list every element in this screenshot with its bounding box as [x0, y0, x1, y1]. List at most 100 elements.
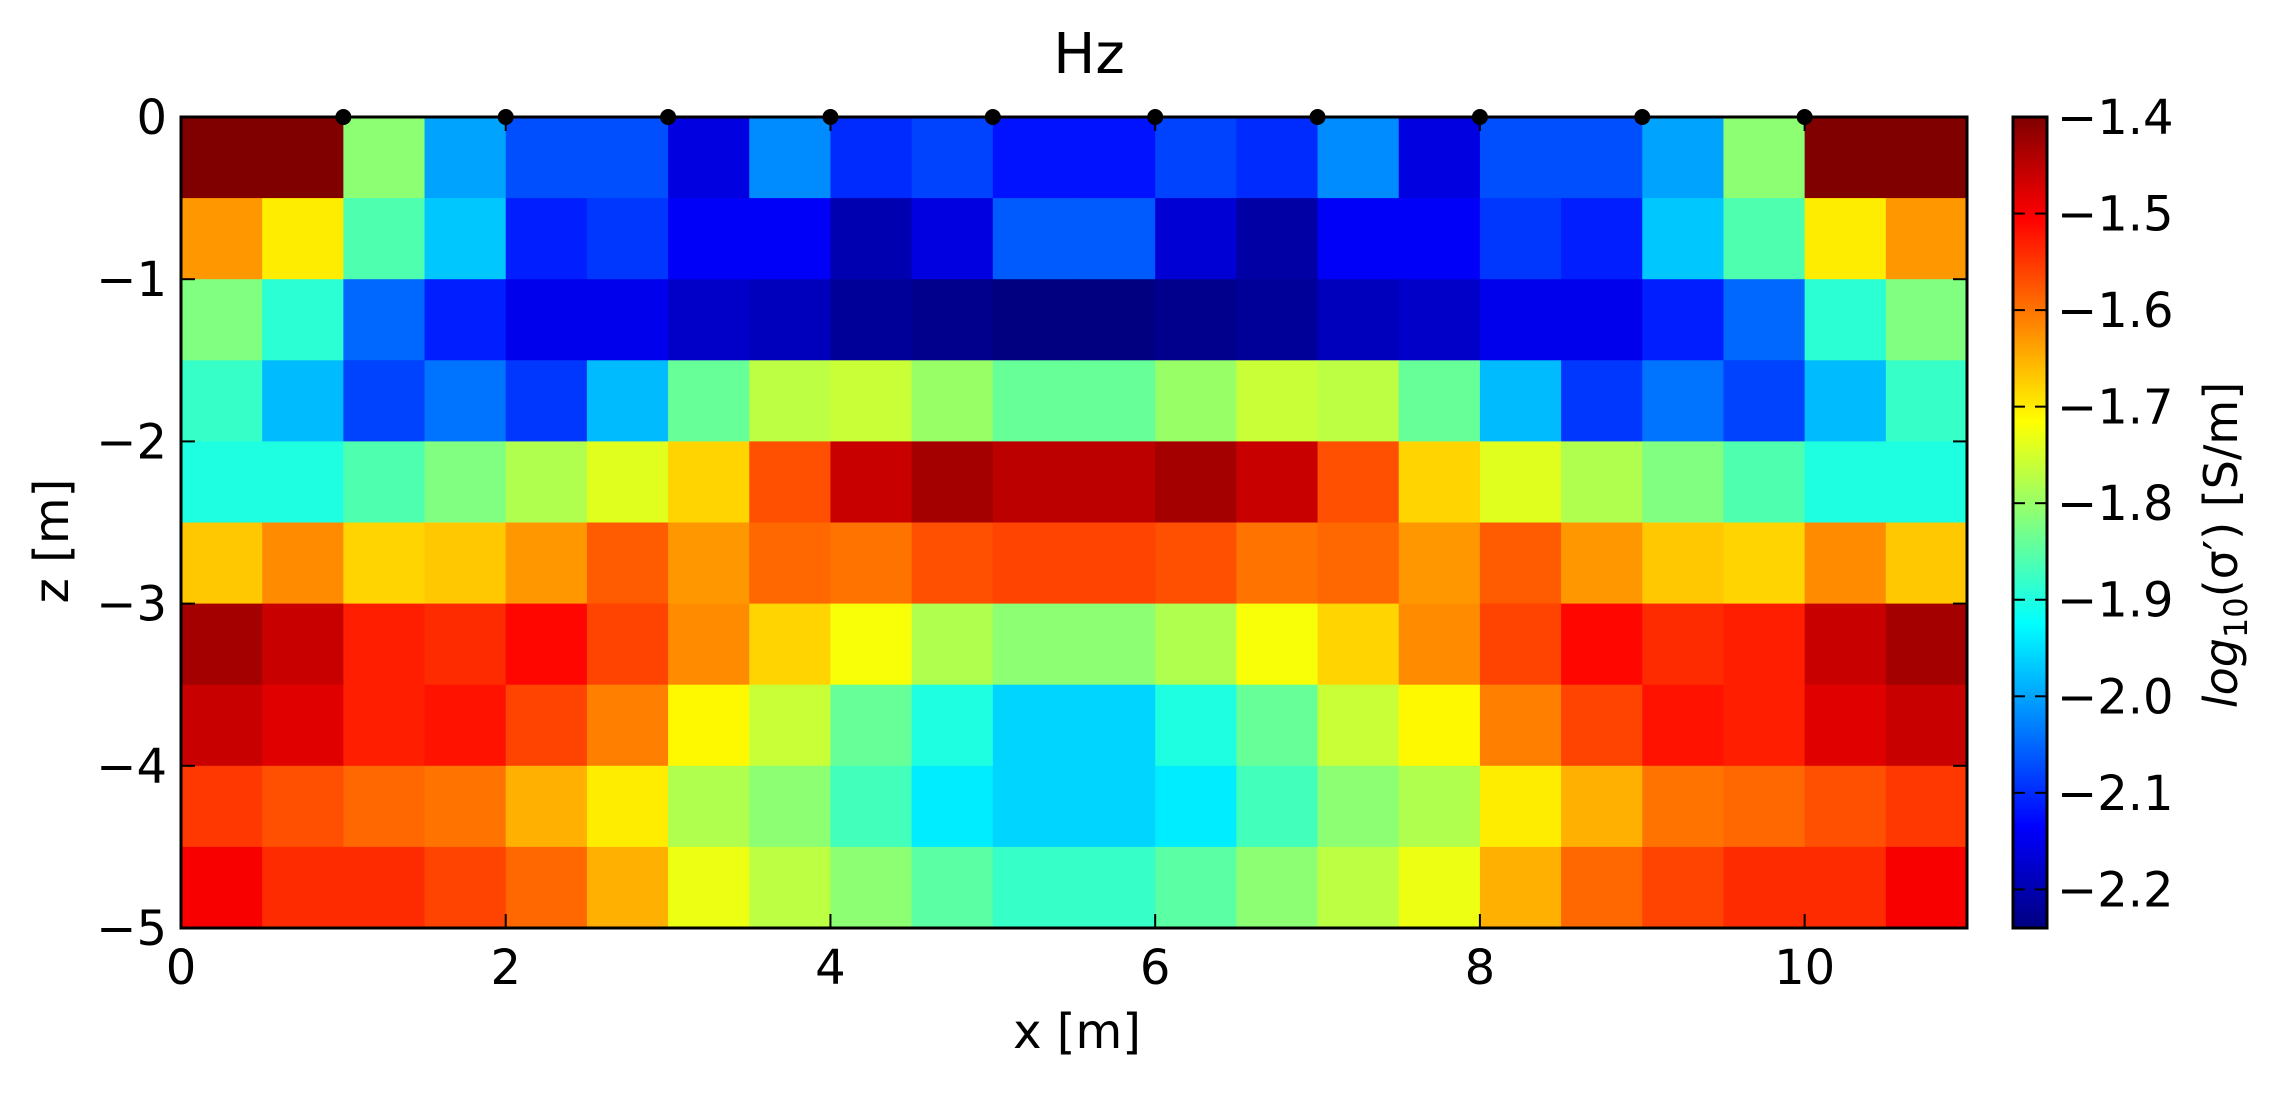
heatmap-cell	[587, 766, 669, 848]
heatmap-cell	[1480, 523, 1562, 605]
heatmap-cell	[1074, 279, 1156, 361]
colorbar-label: log10(σ′) [S/m]	[2194, 382, 2255, 708]
heatmap-cell	[1155, 685, 1237, 767]
heatmap-cell	[912, 441, 994, 523]
heatmap-cell	[343, 766, 425, 848]
heatmap-cell	[668, 847, 750, 929]
heatmap-cell	[1399, 604, 1481, 686]
heatmap-cell	[830, 523, 912, 605]
heatmap-cell	[1480, 604, 1562, 686]
heatmap-cell	[506, 279, 588, 361]
heatmap-cell	[1805, 847, 1887, 929]
heatmap-cell	[668, 604, 750, 686]
y-axis-title: z [m]	[24, 479, 80, 604]
heatmap-cell	[587, 847, 669, 929]
heatmap-cell	[1723, 523, 1805, 605]
heatmap-cells	[181, 117, 1968, 929]
colorbar-tick-label: −2.2	[2057, 862, 2174, 918]
heatmap-cell	[993, 847, 1075, 929]
heatmap-cell	[1886, 441, 1968, 523]
heatmap-cell	[262, 523, 344, 605]
heatmap-cell	[749, 279, 831, 361]
heatmap-cell	[1318, 604, 1400, 686]
heatmap-cell	[1318, 441, 1400, 523]
y-tick-label: −4	[96, 739, 167, 795]
heatmap-cell	[912, 766, 994, 848]
heatmap-cell	[181, 360, 263, 442]
heatmap-cell	[1236, 604, 1318, 686]
heatmap-cell	[262, 766, 344, 848]
heatmap-cell	[1642, 198, 1724, 280]
heatmap-cell	[1236, 117, 1318, 199]
heatmap-cell	[1642, 766, 1724, 848]
heatmap-cell	[993, 523, 1075, 605]
heatmap-cell	[1561, 441, 1643, 523]
heatmap-cell	[425, 360, 507, 442]
heatmap-cell	[1805, 198, 1887, 280]
colorbar-label-units: [S/m]	[2194, 382, 2248, 522]
heatmap-cell	[1236, 685, 1318, 767]
heatmap-cell	[1886, 117, 1968, 199]
heatmap-cell	[181, 685, 263, 767]
x-tick-label: 2	[490, 940, 521, 996]
heatmap-cell	[1886, 279, 1968, 361]
heatmap-cell	[1480, 360, 1562, 442]
heatmap-cell	[749, 766, 831, 848]
heatmap-cell	[993, 117, 1075, 199]
heatmap-cell	[425, 279, 507, 361]
colorbar: −1.4−1.5−1.6−1.7−1.8−1.9−2.0−2.1−2.2	[2013, 90, 2174, 928]
heatmap-cell	[425, 766, 507, 848]
heatmap-cell	[181, 279, 263, 361]
heatmap-cell	[1155, 360, 1237, 442]
heatmap-cell	[1399, 685, 1481, 767]
heatmap-cell	[912, 523, 994, 605]
y-tick-label: −2	[96, 414, 167, 470]
heatmap-cell	[1642, 685, 1724, 767]
heatmap-cell	[181, 198, 263, 280]
heatmap-cell	[749, 198, 831, 280]
heatmap-cell	[1561, 198, 1643, 280]
heatmap-cell	[262, 117, 344, 199]
heatmap-cell	[1805, 523, 1887, 605]
heatmap-cell	[1561, 766, 1643, 848]
heatmap-cell	[1480, 117, 1562, 199]
heatmap-cell	[1642, 117, 1724, 199]
heatmap-cell	[181, 847, 263, 929]
heatmap-cell	[993, 198, 1075, 280]
x-axis-title: x [m]	[1013, 1004, 1141, 1060]
heatmap-cell	[749, 523, 831, 605]
x-tick-label: 10	[1774, 940, 1835, 996]
heatmap-cell	[1236, 198, 1318, 280]
heatmap-cell	[993, 604, 1075, 686]
heatmap-cell	[1642, 523, 1724, 605]
heatmap-cell	[506, 441, 588, 523]
chart-title: Hz	[1053, 22, 1125, 87]
heatmap-cell	[587, 685, 669, 767]
heatmap-cell	[1399, 117, 1481, 199]
heatmap-cell	[343, 604, 425, 686]
heatmap-cell	[425, 441, 507, 523]
heatmap-cell	[1723, 604, 1805, 686]
heatmap-cell	[1886, 523, 1968, 605]
heatmap-cell	[425, 604, 507, 686]
heatmap-cell	[1805, 766, 1887, 848]
heatmap-cell	[262, 604, 344, 686]
heatmap-cell	[1642, 279, 1724, 361]
heatmap-cell	[1074, 441, 1156, 523]
heatmap-cell	[1886, 685, 1968, 767]
colorbar-label-sub: 10	[2217, 597, 2255, 638]
heatmap-cell	[343, 523, 425, 605]
heatmap-cell	[1723, 441, 1805, 523]
heatmap-cell	[1480, 766, 1562, 848]
heatmap-cell	[1886, 360, 1968, 442]
heatmap-cell	[587, 279, 669, 361]
heatmap-cell	[749, 117, 831, 199]
colorbar-tick-label: −1.9	[2057, 573, 2174, 629]
heatmap-cell	[749, 604, 831, 686]
heatmap-cell	[425, 117, 507, 199]
heatmap-cell	[262, 847, 344, 929]
heatmap-cell	[1723, 766, 1805, 848]
heatmap-cell	[1723, 360, 1805, 442]
heatmap-cell	[912, 847, 994, 929]
heatmap-cell	[1318, 766, 1400, 848]
